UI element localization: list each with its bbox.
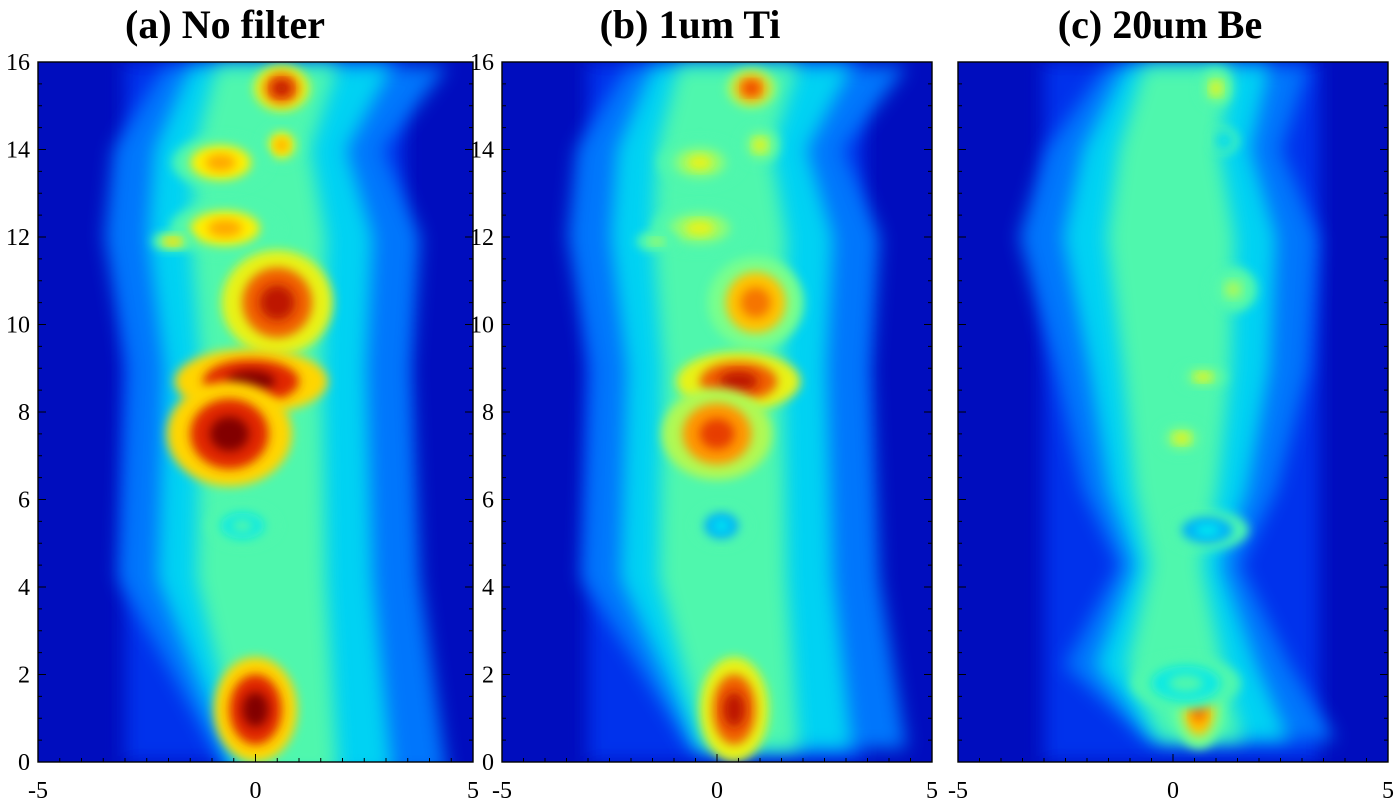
y-tick-label: 6: [18, 488, 30, 514]
x-tick-label: -5: [948, 778, 968, 804]
hotspot-core: [1210, 81, 1222, 95]
hotspot-core: [684, 220, 715, 236]
hotspot-core: [699, 418, 735, 450]
heatmap-plot: [958, 62, 1388, 762]
panel-title: (c) 20um Be: [1058, 2, 1262, 47]
hotspot-core: [259, 285, 295, 321]
y-tick-label: 8: [482, 400, 494, 426]
hotspot-core: [242, 692, 269, 727]
hotspot-core: [207, 219, 243, 237]
y-tick-label: 0: [482, 750, 494, 776]
hotspot-core: [275, 138, 289, 152]
hotspot-core: [740, 287, 771, 318]
hotspot-core: [1225, 281, 1241, 298]
hotspot-core: [650, 238, 664, 245]
hotspot-core: [753, 138, 767, 152]
y-tick-label: 14: [6, 138, 30, 164]
hotspot-core: [1194, 523, 1221, 537]
x-tick-label: 5: [467, 778, 479, 804]
y-tick-label: 10: [470, 313, 494, 339]
hotspot-core: [686, 154, 713, 171]
panel-3: (c) 20um Be -5 0 5: [948, 2, 1394, 804]
hotspot-core: [1174, 432, 1190, 444]
x-tick-label: -5: [492, 778, 512, 804]
hotspot-core: [166, 238, 180, 245]
panel-title: (a) No filter: [125, 2, 325, 47]
y-tick-label: 0: [18, 750, 30, 776]
y-tick-label: 10: [6, 313, 30, 339]
hotspot-core: [205, 153, 236, 172]
x-tick-label: 0: [711, 778, 723, 804]
hotspot-core: [272, 80, 291, 96]
x-tick-label: 0: [250, 778, 262, 804]
hotspot-core: [712, 519, 730, 533]
hotspot-core: [1168, 674, 1204, 692]
y-tick-label: 2: [18, 663, 30, 689]
y-tick-label: 6: [482, 488, 494, 514]
x-tick-label: -5: [28, 778, 48, 804]
hotspot-core: [1195, 372, 1211, 382]
y-tick-label: 16: [6, 50, 30, 76]
hotspot-core: [209, 416, 249, 452]
y-tick-label: 12: [6, 225, 30, 251]
y-tick-label: 2: [482, 663, 494, 689]
y-tick-label: 14: [470, 138, 494, 164]
heatmap-plot: [38, 62, 473, 762]
y-tick-label: 16: [470, 50, 494, 76]
x-tick-label: 0: [1167, 778, 1179, 804]
y-tick-label: 8: [18, 400, 30, 426]
hotspot-core: [231, 519, 254, 533]
hotspot-core: [1220, 136, 1229, 146]
y-tick-label: 12: [470, 225, 494, 251]
x-tick-label: 5: [926, 778, 938, 804]
heatmap-plot: [502, 62, 932, 762]
plume-inner: [1107, 66, 1243, 741]
hotspot-core: [743, 81, 759, 95]
panel-title: (b) 1um Ti: [600, 2, 781, 47]
x-tick-label: 5: [1382, 778, 1394, 804]
y-tick-label: 4: [482, 575, 494, 601]
y-tick-label: 4: [18, 575, 30, 601]
hotspot-core: [719, 371, 758, 392]
hotspot-core: [723, 692, 745, 727]
